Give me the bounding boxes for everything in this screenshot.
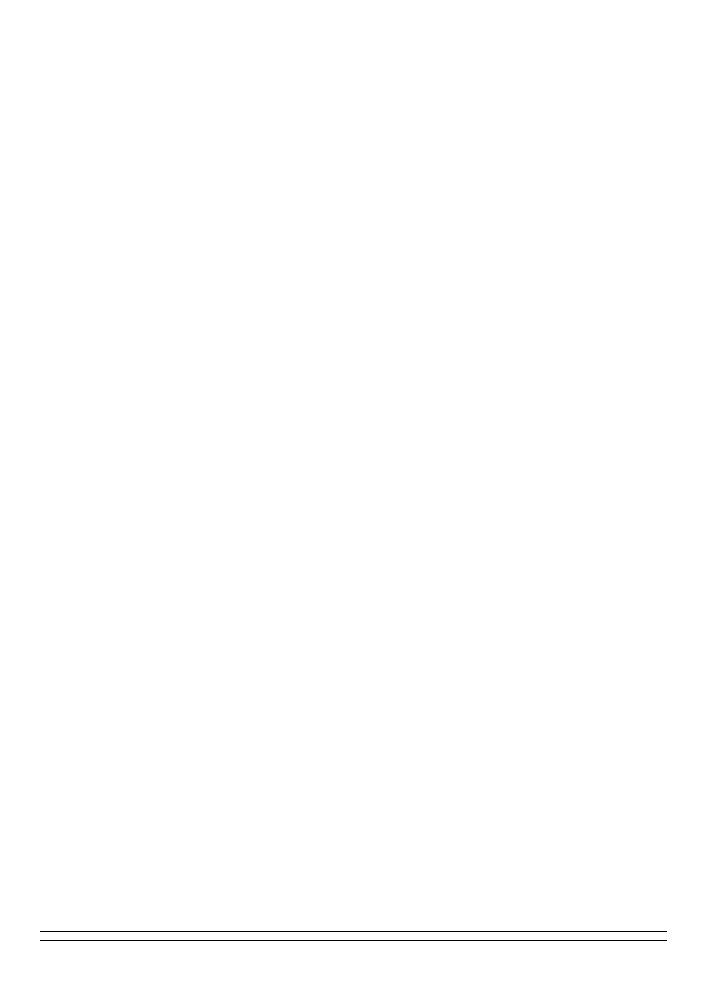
block-diagram [120, 90, 540, 770]
footer-colophon [40, 927, 667, 945]
